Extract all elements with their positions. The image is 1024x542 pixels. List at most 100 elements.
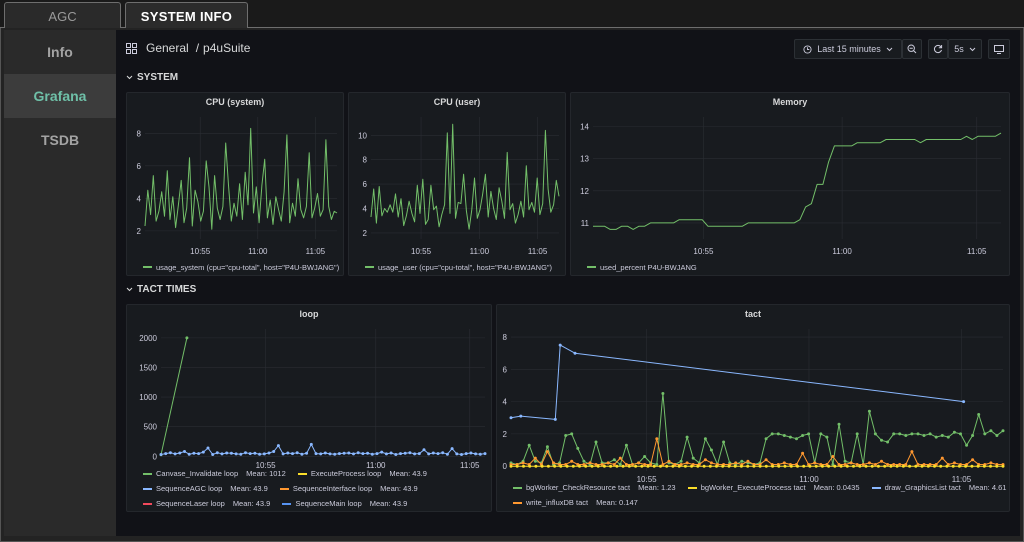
data-point [615, 464, 619, 468]
row-tact-times[interactable]: TACT TIMES [126, 284, 196, 295]
refresh-interval-label: 5s [954, 44, 964, 54]
data-point [939, 464, 943, 468]
sidebar-item-grafana[interactable]: Grafana [4, 74, 116, 118]
legend-item[interactable]: bgWorker_CheckResource tact Mean: 1.23 [513, 481, 676, 495]
data-point [971, 434, 975, 437]
legend: bgWorker_CheckResource tact Mean: 1.23 bg… [513, 480, 1016, 510]
zoom-out-button[interactable] [902, 39, 922, 59]
data-point [652, 464, 656, 468]
legend-item[interactable]: ExecuteProcess loop Mean: 43.9 [297, 467, 427, 481]
data-point [342, 451, 346, 455]
x-tick-label: 11:00 [470, 247, 490, 256]
panel-memory[interactable]: Memory 11 12 13 14 10:55 11:00 11:05 used_perc… [570, 92, 1010, 276]
legend-swatch [143, 473, 152, 475]
data-point [527, 443, 531, 447]
data-point [295, 451, 299, 455]
data-point [375, 452, 379, 456]
sidebar-item-info[interactable]: Info [47, 44, 73, 60]
data-point [855, 463, 859, 466]
data-point [995, 434, 999, 437]
data-point [509, 464, 513, 468]
y-tick-label: 10 [358, 131, 367, 140]
data-point [962, 400, 966, 404]
legend-item[interactable]: Canvase_Invalidate loop Mean: 1012 [143, 467, 286, 481]
data-point [450, 447, 454, 451]
legend-label: Canvase_Invalidate loop [156, 469, 239, 478]
data-point [886, 463, 890, 466]
data-point [546, 464, 550, 468]
data-point [777, 464, 781, 468]
tv-mode-button[interactable] [988, 39, 1010, 59]
legend-swatch [143, 266, 152, 268]
x-tick-label: 11:05 [952, 475, 972, 484]
data-point [690, 464, 694, 468]
legend-item[interactable]: draw_GraphicsList tact Mean: 4.61 [871, 481, 1006, 495]
data-point [788, 435, 792, 439]
data-point [685, 461, 689, 465]
legend-item[interactable]: usage_user (cpu="cpu-total", host="P4U-B… [365, 263, 552, 272]
panel-loop[interactable]: loop 0 500 1000 1500 2000 10:55 11:00 11:05 Can… [126, 304, 492, 512]
legend: usage_system (cpu="cpu-total", host="P4U… [143, 261, 349, 272]
data-point [709, 448, 713, 452]
legend-item[interactable]: write_influxDB tact Mean: 0.147 [513, 496, 638, 510]
data-point [533, 459, 537, 463]
data-point [683, 464, 687, 468]
refresh-interval-picker[interactable]: 5s [948, 39, 982, 59]
data-point [309, 442, 313, 446]
data-point [352, 452, 355, 456]
data-point [801, 451, 805, 455]
data-point [977, 413, 981, 416]
data-point [276, 444, 280, 448]
time-range-picker[interactable]: Last 15 minutes [794, 39, 902, 59]
tab-agc[interactable]: AGC [4, 2, 121, 29]
legend-item[interactable]: usage_system (cpu="cpu-total", host="P4U… [143, 263, 339, 272]
panel-tact[interactable]: tact 0 2 4 6 8 10:55 11:00 11:05 bgWorker_Check… [496, 304, 1010, 512]
data-point [895, 464, 899, 468]
legend-mean: Mean: 43.9 [380, 484, 418, 493]
data-point [300, 452, 304, 456]
legend-swatch [143, 503, 152, 505]
legend-mean: Mean: 0.0435 [813, 483, 860, 492]
x-tick-label: 11:05 [306, 247, 326, 256]
monitor-icon [994, 44, 1004, 54]
panel-cpu-user[interactable]: CPU (user) 2 4 6 8 10 10:55 11:00 11:05 usage_u… [348, 92, 566, 276]
data-point [776, 432, 780, 436]
data-point [519, 414, 523, 418]
data-point [667, 459, 671, 463]
data-point [478, 452, 482, 456]
row-system[interactable]: SYSTEM [126, 72, 178, 83]
legend-item[interactable]: SequenceLaser loop Mean: 43.9 [143, 497, 270, 511]
legend-item[interactable]: bgWorker_ExecuteProcess tact Mean: 0.0435 [687, 481, 860, 495]
data-point [540, 464, 544, 468]
data-point [655, 437, 659, 441]
y-tick-label: 14 [580, 123, 589, 132]
sidebar-item-tsdb[interactable]: TSDB [40, 132, 80, 148]
chevron-down-icon [969, 47, 976, 51]
data-point [677, 464, 681, 468]
data-point [545, 445, 549, 449]
data-point [845, 464, 849, 468]
y-tick-label: 8 [363, 156, 368, 165]
data-point [934, 435, 938, 439]
refresh-button[interactable] [928, 39, 948, 59]
data-point [262, 452, 266, 456]
legend-swatch [871, 487, 881, 489]
legend-item[interactable]: used_percent P4U-BWJANG [587, 263, 697, 272]
data-point [715, 464, 718, 468]
breadcrumb-folder[interactable]: General [146, 41, 189, 55]
legend-mean: Mean: 43.9 [389, 469, 427, 478]
legend-item[interactable]: SequenceMain loop Mean: 43.9 [282, 497, 407, 511]
data-point [272, 450, 276, 453]
data-point [225, 451, 229, 455]
data-point [679, 459, 683, 463]
data-point [515, 464, 519, 468]
panel-title: loop [299, 309, 319, 319]
legend-item[interactable]: SequenceInterface loop Mean: 43.9 [279, 482, 418, 496]
data-point [904, 434, 908, 437]
panel-cpu-system[interactable]: CPU (system) 2 4 6 8 10:55 11:00 11:05 usage_s… [126, 92, 344, 276]
tab-system-info[interactable]: SYSTEM INFO [125, 2, 248, 30]
data-point [281, 452, 285, 456]
legend-item[interactable]: SequenceAGC loop Mean: 43.9 [143, 482, 268, 496]
breadcrumb-dashboard[interactable]: p4uSuite [203, 41, 251, 55]
